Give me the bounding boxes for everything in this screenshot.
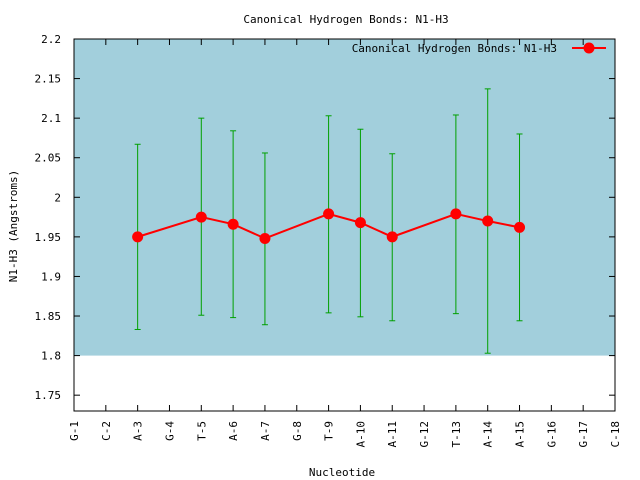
- x-tick-label: G-12: [418, 421, 431, 448]
- y-tick-label: 1.75: [35, 389, 62, 402]
- x-tick-label: C-2: [100, 421, 113, 441]
- x-tick-label: C-18: [609, 421, 622, 448]
- x-tick-label: G-1: [68, 421, 81, 441]
- x-tick-label: A-3: [132, 421, 145, 441]
- x-tick-label: A-15: [514, 421, 527, 448]
- data-point: [482, 215, 494, 227]
- y-tick-marks: [74, 38, 615, 396]
- y-tick-labels: 1.75 1.8 1.85 1.9 1.95 2 2.05 2.1 2.15 2.2: [35, 33, 62, 402]
- data-point: [354, 217, 366, 229]
- y-tick-label: 2.15: [35, 73, 62, 86]
- x-tick-label: T-9: [323, 421, 336, 441]
- y-tick-label: 1.95: [35, 231, 62, 244]
- x-tick-label: G-16: [545, 421, 558, 448]
- x-tick-label: A-10: [354, 421, 367, 448]
- y-tick-label: 2.2: [41, 33, 61, 46]
- plot-frame: [73, 38, 616, 412]
- series-line: [137, 212, 520, 240]
- data-points: [132, 208, 526, 244]
- legend: Canonical Hydrogen Bonds: N1-H3: [352, 42, 606, 55]
- y-tick-label: 1.85: [35, 310, 62, 323]
- x-tick-label: A-7: [259, 421, 272, 441]
- y-tick-label: 1.9: [41, 270, 61, 283]
- data-point: [323, 208, 335, 220]
- data-point: [514, 221, 526, 233]
- shaded-band: [74, 39, 615, 356]
- data-point: [227, 218, 239, 230]
- x-tick-label: T-5: [195, 421, 208, 441]
- data-point: [259, 232, 271, 244]
- x-tick-label: G-8: [291, 421, 304, 441]
- y-tick-label: 2.1: [41, 112, 61, 125]
- data-point: [450, 208, 462, 220]
- data-point: [195, 211, 207, 223]
- x-axis-label: Nucleotide: [309, 466, 375, 479]
- chart-title: Canonical Hydrogen Bonds: N1-H3: [243, 13, 448, 26]
- x-tick-labels: G-1 C-2 A-3 G-4 T-5 A-6 A-7 G-8 T-9 A-10 A-11 G-12 T…: [68, 421, 622, 448]
- y-tick-label: 1.8: [41, 350, 61, 363]
- legend-label: Canonical Hydrogen Bonds: N1-H3: [352, 42, 557, 55]
- data-point: [132, 231, 144, 243]
- y-axis-label: N1-H3 (Angstroms): [7, 170, 20, 283]
- y-tick-label: 2: [54, 191, 61, 204]
- x-tick-label: A-11: [386, 421, 399, 448]
- data-point: [386, 231, 398, 243]
- x-tick-label: T-13: [450, 421, 463, 448]
- x-tick-label: G-4: [163, 421, 176, 441]
- x-tick-label: A-14: [482, 421, 495, 448]
- legend-marker-sample: [583, 42, 595, 54]
- y-tick-label: 2.05: [35, 152, 62, 165]
- x-tick-label: A-6: [227, 421, 240, 441]
- x-tick-label: G-17: [577, 421, 590, 448]
- x-tick-marks: [73, 39, 616, 411]
